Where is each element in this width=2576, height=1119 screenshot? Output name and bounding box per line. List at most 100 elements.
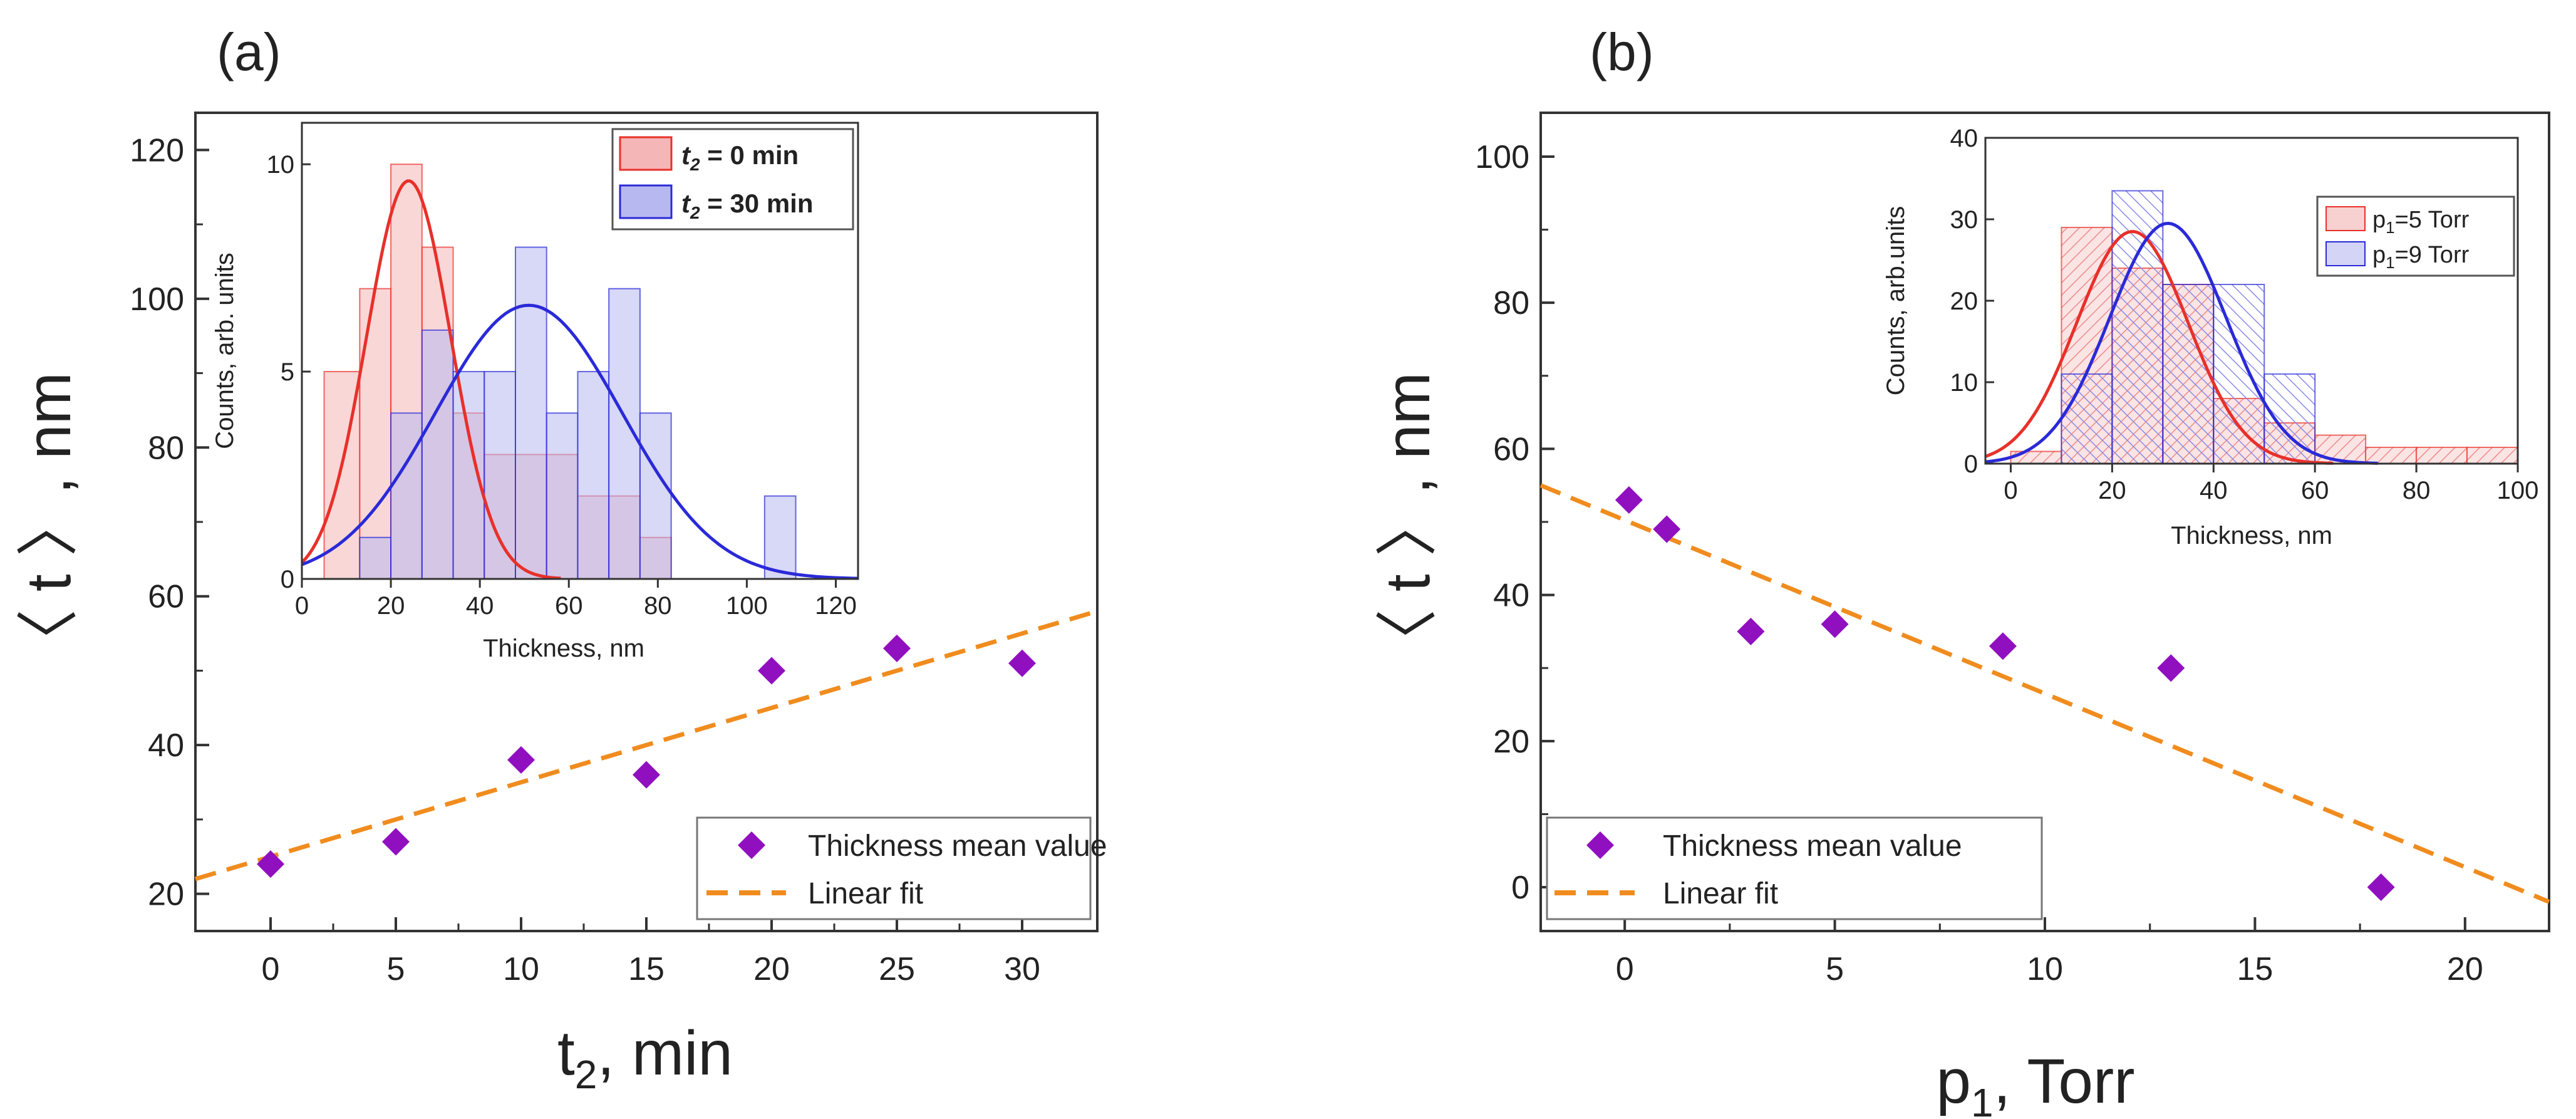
inset-b-legend-label-1: p1=5 Torr <box>2372 207 2470 237</box>
histogram-bar <box>2365 447 2418 464</box>
gaussian-fit-curve <box>1985 229 2334 465</box>
data-point <box>1821 610 1849 638</box>
x-tick-label: 15 <box>628 951 665 987</box>
y-tick-label: 120 <box>130 132 184 169</box>
histogram-bar <box>546 412 579 580</box>
inset-a-x-axis-title: Thickness, nm <box>483 635 644 662</box>
panel-a-ticks: 0 5 10 15 20 25 30 20 40 60 80 100 120 <box>130 132 1040 987</box>
y-tick-label: 20 <box>148 877 184 913</box>
inset-a-legend-swatch-red <box>619 136 673 171</box>
panel-a-points-layer <box>257 634 1036 878</box>
inset-y-tick-label: 10 <box>1950 369 1979 397</box>
inset-y-tick-label: 30 <box>1950 206 1979 234</box>
x-tick-label: 20 <box>2447 951 2483 987</box>
inset-x-tick-label: 0 <box>295 592 309 620</box>
y-tick-label: 0 <box>1511 870 1529 906</box>
histogram-bar <box>359 536 392 580</box>
histogram-bar <box>514 246 547 580</box>
inset-y-tick-label: 20 <box>1950 288 1979 315</box>
panel-b-fit-layer <box>1539 483 2550 904</box>
panel-a-legend-marker-icon <box>738 831 765 859</box>
y-tick-label: 60 <box>1493 431 1529 467</box>
panel-b-x-axis-title: p1, Torr <box>1936 1046 2134 1119</box>
data-point <box>1653 515 1681 543</box>
histogram-bar <box>639 412 672 580</box>
inset-x-tick-label: 80 <box>644 592 672 620</box>
gaussian-fit-curve <box>301 179 561 580</box>
inset-b-ticks: 0 20 40 60 80 100 0 10 20 30 40 <box>1950 125 2539 504</box>
inset-a-frame <box>301 122 859 580</box>
x-tick-label: 30 <box>1004 951 1040 987</box>
x-tick-label: 5 <box>387 951 405 987</box>
inset-b-legend-label-2: p1=9 Torr <box>2372 242 2470 272</box>
panel-b-points-layer <box>1615 486 2395 902</box>
panel-a-label: (a) <box>217 23 281 81</box>
inset-a-legend-label-2: t2 = 30 min <box>681 189 814 222</box>
y-tick-label: 100 <box>1475 139 1529 175</box>
panel-b-legend <box>1546 816 2043 920</box>
y-tick-label: 40 <box>148 727 184 764</box>
inset-b-y-axis-title: Counts, arb.units <box>1882 206 1910 395</box>
x-tick-label: 0 <box>1616 951 1634 987</box>
inset-b-curves-layer <box>1985 221 2378 465</box>
panel-b-label: (b) <box>1590 23 1654 81</box>
x-tick-label: 10 <box>2027 951 2063 987</box>
inset-x-tick-label: 100 <box>2497 477 2539 504</box>
histogram-bar <box>2061 373 2113 464</box>
inset-y-tick-label: 5 <box>281 358 294 386</box>
x-tick-label: 20 <box>753 951 790 987</box>
inset-a-legend-label-1: t2 = 0 min <box>681 140 799 174</box>
inset-x-tick-label: 20 <box>377 592 405 620</box>
inset-x-tick-label: 60 <box>555 592 583 620</box>
inset-b: 0 20 40 60 80 100 0 10 20 30 40 Thickness, nm Coun… <box>1882 125 2538 549</box>
inset-y-tick-label: 10 <box>267 151 295 179</box>
inset-a-ticks: 0 20 40 60 80 100 120 0 5 10 <box>267 151 857 620</box>
inset-b-x-axis-title: Thickness, nm <box>2171 522 2332 549</box>
panel-a-fit-layer <box>195 609 1098 882</box>
data-point <box>507 746 535 774</box>
data-point <box>2367 873 2395 902</box>
inset-x-tick-label: 80 <box>2403 477 2431 504</box>
panel-a-x-axis-title: t2, min <box>557 1018 733 1097</box>
inset-a-bars-layer <box>323 164 797 580</box>
inset-y-tick-label: 0 <box>1964 450 1978 478</box>
panel-a-legend <box>696 816 1092 920</box>
histogram-bar <box>484 371 516 580</box>
panel-a-legend-fit-label: Linear fit <box>808 877 923 910</box>
panel-a-legend-points-label: Thickness mean value <box>808 830 1107 863</box>
histogram-bar <box>2466 447 2518 464</box>
y-tick-label: 80 <box>1493 285 1529 321</box>
inset-a: 0 20 40 60 80 100 120 0 5 10 Thickness, nm Counts… <box>211 122 859 662</box>
y-tick-label: 100 <box>130 281 184 318</box>
inset-x-tick-label: 60 <box>2301 477 2329 504</box>
linear-fit-line <box>195 609 1098 882</box>
histogram-bar <box>452 371 485 580</box>
panel-b-y-axis-title: 〈 t 〉, nm <box>1373 372 1443 672</box>
data-point <box>382 828 410 856</box>
histogram-bar <box>359 288 392 580</box>
inset-x-tick-label: 100 <box>726 592 768 620</box>
panel-b-legend-points-label: Thickness mean value <box>1663 830 1962 863</box>
data-point <box>2157 654 2185 682</box>
histogram-bar <box>763 495 797 580</box>
data-point <box>758 657 785 685</box>
x-tick-label: 15 <box>2237 951 2273 987</box>
histogram-bar <box>390 412 423 580</box>
inset-x-tick-label: 40 <box>466 592 494 620</box>
inset-b-legend-swatch-red <box>2325 206 2366 231</box>
y-tick-label: 60 <box>148 579 184 615</box>
x-tick-label: 25 <box>879 951 915 987</box>
data-point <box>633 761 660 789</box>
histogram-bar <box>421 329 454 580</box>
inset-x-tick-label: 40 <box>2200 477 2228 504</box>
x-tick-label: 10 <box>503 951 539 987</box>
data-point <box>1737 617 1765 645</box>
histogram-bar <box>2416 447 2468 464</box>
panel-b-legend-marker-icon <box>1586 831 1614 859</box>
histogram-bar <box>2213 284 2265 464</box>
inset-y-tick-label: 40 <box>1950 125 1979 152</box>
